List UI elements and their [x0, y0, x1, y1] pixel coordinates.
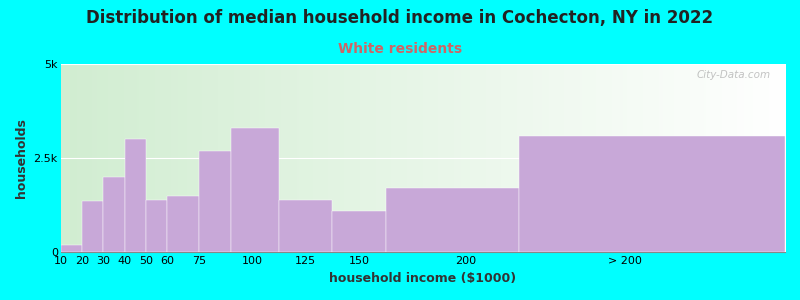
Bar	[279, 200, 332, 252]
Bar	[386, 188, 518, 252]
Bar	[103, 177, 125, 252]
Text: City-Data.com: City-Data.com	[696, 70, 770, 80]
Y-axis label: households: households	[15, 118, 28, 198]
Bar	[82, 201, 103, 252]
Bar	[332, 211, 386, 252]
Bar	[167, 196, 199, 252]
Bar	[61, 245, 82, 252]
Text: Distribution of median household income in Cochecton, NY in 2022: Distribution of median household income …	[86, 9, 714, 27]
Text: White residents: White residents	[338, 42, 462, 56]
Bar	[199, 151, 231, 252]
X-axis label: household income ($1000): household income ($1000)	[330, 272, 516, 285]
Bar	[518, 136, 785, 252]
Bar	[146, 200, 167, 252]
Bar	[231, 128, 279, 252]
Bar	[125, 139, 146, 252]
